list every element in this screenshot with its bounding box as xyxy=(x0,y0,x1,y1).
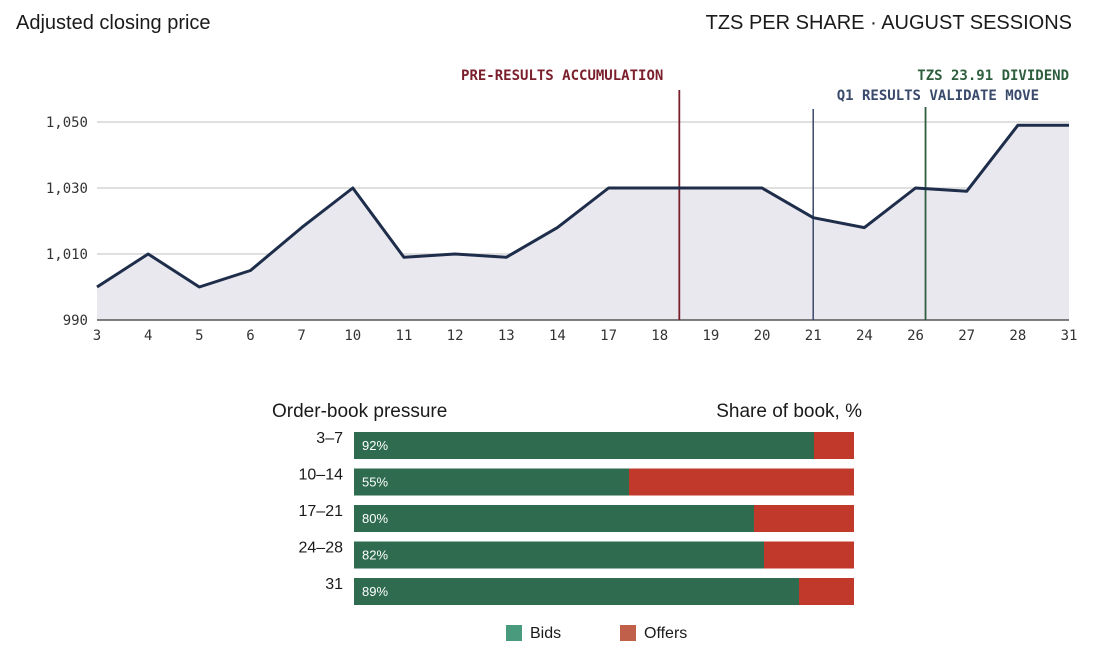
bar-category-label: 3–7 xyxy=(316,430,343,447)
x-tick-label: 14 xyxy=(549,328,566,344)
legend-swatch-offers xyxy=(620,625,636,641)
bar-segment-offers xyxy=(814,432,854,459)
bar-category-label: 31 xyxy=(325,576,343,593)
annotation-label-pre-results: PRE-RESULTS ACCUMULATION xyxy=(461,68,663,84)
x-tick-label: 24 xyxy=(856,328,873,344)
legend-label-bids: Bids xyxy=(530,625,561,642)
bar-segment-bids xyxy=(354,432,814,459)
bar-category-label: 24–28 xyxy=(299,540,344,557)
x-tick-label: 12 xyxy=(447,328,464,344)
line-chart-subtitle: TZS PER SHARE · AUGUST SESSIONS xyxy=(705,12,1072,34)
x-tick-label: 31 xyxy=(1061,328,1078,344)
bar-data-label: 89% xyxy=(362,584,388,599)
x-tick-label: 6 xyxy=(246,328,254,344)
x-tick-label: 7 xyxy=(297,328,305,344)
line-chart-title: Adjusted closing price xyxy=(16,12,211,34)
x-tick-label: 5 xyxy=(195,328,203,344)
x-tick-label: 26 xyxy=(907,328,924,344)
bar-category-label: 17–21 xyxy=(299,503,344,520)
bar-data-label: 92% xyxy=(362,438,388,453)
bar-chart-subtitle: Share of book, % xyxy=(716,401,862,422)
bar-segment-bids xyxy=(354,578,799,605)
price-area-fill xyxy=(97,125,1069,320)
x-tick-label: 3 xyxy=(93,328,101,344)
bar-segment-bids xyxy=(354,541,764,569)
bar-data-label: 80% xyxy=(362,511,388,526)
y-tick-label: 1,030 xyxy=(46,181,88,197)
bar-segment-offers xyxy=(629,468,854,496)
price-line xyxy=(96,123,1069,289)
x-tick-label: 18 xyxy=(651,328,668,344)
x-tick-label: 20 xyxy=(754,328,771,344)
legend-label-offers: Offers xyxy=(644,625,687,642)
x-tick-label: 4 xyxy=(144,328,152,344)
bar-data-label: 55% xyxy=(362,475,388,490)
y-tick-label: 1,010 xyxy=(46,247,88,263)
bar-segment-offers xyxy=(799,578,854,605)
x-tick-label: 11 xyxy=(396,328,413,344)
bar-data-label: 82% xyxy=(362,548,388,563)
legend-swatch-bids xyxy=(506,625,522,641)
bar-category-label: 10–14 xyxy=(299,467,344,484)
x-tick-label: 27 xyxy=(958,328,975,344)
x-tick-label: 17 xyxy=(600,328,617,344)
y-tick-label: 990 xyxy=(63,313,88,329)
bar-segment-bids xyxy=(354,468,629,496)
x-tick-label: 10 xyxy=(344,328,361,344)
y-tick-label: 1,050 xyxy=(46,115,88,131)
x-tick-label: 28 xyxy=(1009,328,1026,344)
bar-segment-bids xyxy=(354,505,754,532)
bar-segment-offers xyxy=(764,541,854,569)
x-tick-label: 19 xyxy=(702,328,719,344)
annotation-label-dividend: TZS 23.91 DIVIDEND xyxy=(917,68,1069,84)
bar-chart-title: Order-book pressure xyxy=(272,401,447,422)
bar-segment-offers xyxy=(754,505,854,532)
x-tick-label: 21 xyxy=(805,328,822,344)
x-tick-label: 13 xyxy=(498,328,515,344)
annotation-label-q1-results: Q1 RESULTS VALIDATE MOVE xyxy=(837,88,1039,104)
